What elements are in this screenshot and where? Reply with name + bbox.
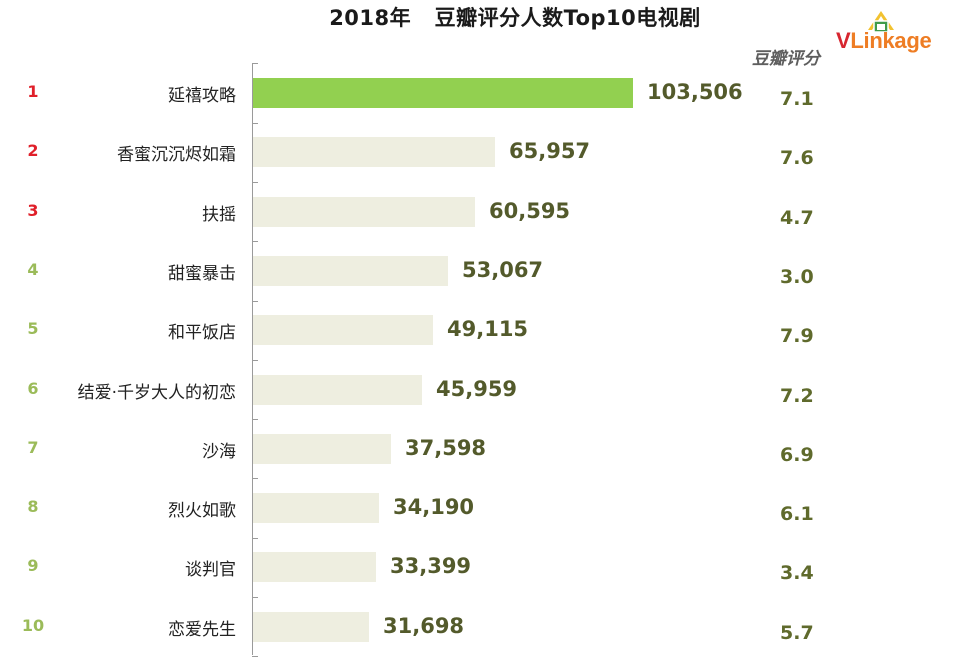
rank-label: 9: [27, 556, 39, 575]
axis-tick: [252, 241, 258, 242]
axis-tick: [252, 63, 258, 64]
value-label: 65,957: [509, 139, 591, 163]
score-value: 7.1: [780, 88, 814, 110]
value-label: 49,115: [447, 317, 529, 341]
logo-mark-icon: [868, 11, 894, 33]
bar: [253, 78, 633, 108]
bar: [253, 612, 369, 642]
category-label: 香蜜沉沉烬如霜: [117, 145, 236, 165]
category-label: 沙海: [202, 442, 236, 462]
rank-label: 2: [27, 141, 39, 160]
score-value: 4.7: [780, 207, 814, 229]
value-label: 60,595: [489, 199, 571, 223]
category-label: 和平饭店: [168, 323, 236, 343]
bar: [253, 493, 379, 523]
score-column-header: 豆瓣评分: [752, 49, 820, 69]
rank-label: 10: [21, 616, 45, 635]
bar: [253, 315, 433, 345]
rank-label: 7: [27, 438, 39, 457]
rank-label: 8: [27, 497, 39, 516]
bar: [253, 375, 422, 405]
bar: [253, 137, 495, 167]
axis-tick: [252, 538, 258, 539]
axis-tick: [252, 478, 258, 479]
chart-title: 2018年 豆瓣评分人数Top10电视剧: [329, 6, 701, 30]
axis-tick: [252, 182, 258, 183]
axis-tick: [252, 360, 258, 361]
score-value: 6.1: [780, 503, 814, 525]
category-label: 谈判官: [185, 560, 236, 580]
category-label: 扶摇: [202, 205, 236, 225]
axis-tick: [252, 301, 258, 302]
value-label: 33,399: [390, 554, 472, 578]
score-value: 7.9: [780, 325, 814, 347]
value-label: 37,598: [405, 436, 487, 460]
axis-tick: [252, 597, 258, 598]
axis-tick: [252, 123, 258, 124]
rank-label: 6: [27, 379, 39, 398]
rank-label: 1: [27, 82, 39, 101]
value-label: 103,506: [647, 80, 743, 104]
vlinkage-logo: VLinkage: [834, 8, 960, 54]
axis-tick: [252, 419, 258, 420]
logo-brand-text: VLinkage: [836, 28, 932, 53]
score-value: 6.9: [780, 444, 814, 466]
rank-label: 5: [27, 319, 39, 338]
value-label: 34,190: [393, 495, 475, 519]
category-label: 结爱·千岁大人的初恋: [77, 383, 236, 403]
rank-label: 4: [27, 260, 39, 279]
score-value: 7.6: [780, 147, 814, 169]
bar: [253, 197, 475, 227]
score-value: 3.4: [780, 562, 814, 584]
category-label: 延禧攻略: [168, 86, 236, 106]
bar: [253, 434, 391, 464]
category-label: 恋爱先生: [168, 620, 236, 640]
category-label: 烈火如歌: [168, 501, 236, 521]
value-label: 31,698: [383, 614, 465, 638]
bar: [253, 552, 376, 582]
category-axis-line: [252, 64, 253, 655]
rank-label: 3: [27, 201, 39, 220]
score-value: 7.2: [780, 385, 814, 407]
value-label: 53,067: [462, 258, 544, 282]
category-label: 甜蜜暴击: [168, 264, 236, 284]
score-value: 3.0: [780, 266, 814, 288]
value-label: 45,959: [436, 377, 518, 401]
score-value: 5.7: [780, 622, 814, 644]
bar: [253, 256, 448, 286]
